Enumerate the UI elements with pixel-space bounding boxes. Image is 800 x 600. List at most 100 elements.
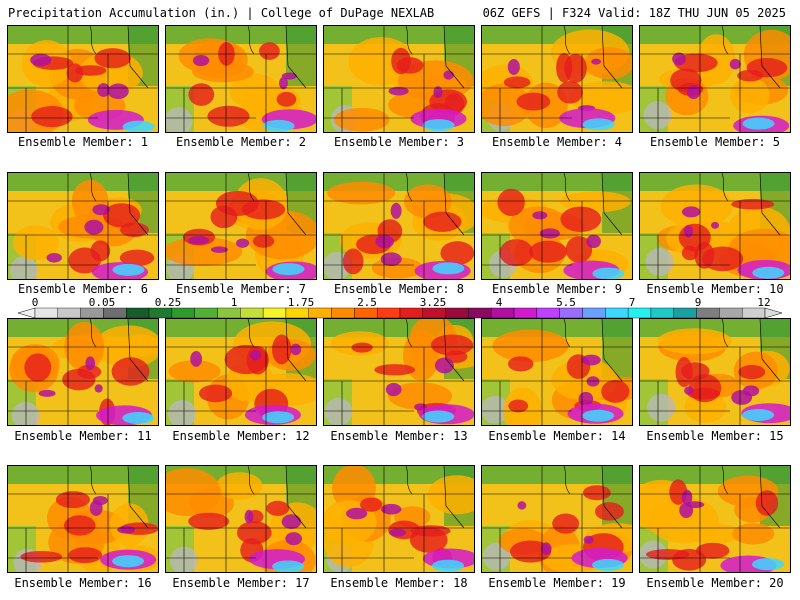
precipitation-field [324, 26, 474, 132]
ensemble-map-18 [323, 465, 475, 573]
scale-swatch [80, 307, 104, 319]
scale-swatch [217, 307, 241, 319]
precipitation-field [8, 173, 158, 279]
scale-tick-label: 1.75 [287, 296, 315, 309]
scale-tick-label: 0.25 [154, 296, 182, 309]
ensemble-map-20 [639, 465, 791, 573]
scale-swatch [491, 307, 515, 319]
scale-swatch [376, 307, 401, 319]
ensemble-member-label: Ensemble Member: 17 [172, 576, 310, 590]
ensemble-member-label: Ensemble Member: 11 [14, 429, 152, 443]
ensemble-map-7 [165, 172, 317, 280]
ensemble-map-6 [7, 172, 159, 280]
precipitation-field [482, 319, 632, 425]
ensemble-map-2 [165, 25, 317, 133]
scale-tick-label: 1 [230, 296, 238, 309]
precipitation-field [482, 26, 632, 132]
ensemble-member-label: Ensemble Member: 20 [646, 576, 784, 590]
scale-tick-label: 7 [628, 296, 636, 309]
precipitation-field [640, 319, 790, 425]
ensemble-member-label: Ensemble Member: 13 [330, 429, 468, 443]
precipitation-field [324, 319, 474, 425]
scale-swatch [308, 307, 332, 319]
precipitation-field [324, 466, 474, 572]
scale-swatch [422, 307, 446, 319]
scale-min-arrow [17, 307, 36, 319]
scale-tick-label: 3.25 [419, 296, 447, 309]
scale-swatch [171, 307, 195, 319]
ensemble-member-label: Ensemble Member: 3 [333, 135, 465, 149]
ensemble-map-1 [7, 25, 159, 133]
precipitation-field [640, 26, 790, 132]
ensemble-member-label: Ensemble Member: 12 [172, 429, 310, 443]
scale-max-arrow [764, 307, 783, 319]
ensemble-map-8 [323, 172, 475, 280]
scale-swatch [399, 307, 424, 319]
ensemble-member-label: Ensemble Member: 9 [491, 282, 623, 296]
scale-swatch [696, 307, 720, 319]
scale-swatch [34, 307, 59, 319]
ensemble-member-label: Ensemble Member: 1 [17, 135, 149, 149]
scale-swatch [240, 307, 264, 319]
scale-swatch [148, 307, 173, 319]
scale-tick-label: 0 [31, 296, 39, 309]
scale-swatch [194, 307, 218, 319]
map-title: Precipitation Accumulation (in.) | Colle… [8, 6, 435, 20]
precipitation-field [640, 173, 790, 279]
scale-swatch [741, 307, 766, 319]
precipitation-field [8, 319, 158, 425]
scale-swatch [103, 307, 127, 319]
ensemble-map-16 [7, 465, 159, 573]
ensemble-map-3 [323, 25, 475, 133]
ensemble-member-label: Ensemble Member: 2 [175, 135, 307, 149]
scale-tick-label: 5.5 [556, 296, 576, 309]
ensemble-member-label: Ensemble Member: 5 [649, 135, 781, 149]
scale-tick-label: 0.05 [88, 296, 116, 309]
scale-swatch [468, 307, 492, 319]
scale-swatch [445, 307, 469, 319]
scale-swatch [673, 307, 697, 319]
scale-swatch [605, 307, 629, 319]
scale-swatch [627, 307, 652, 319]
ensemble-map-14 [481, 318, 633, 426]
ensemble-member-label: Ensemble Member: 18 [330, 576, 468, 590]
scale-swatch [354, 307, 378, 319]
ensemble-map-19 [481, 465, 633, 573]
scale-tick-label: 12 [757, 296, 771, 309]
scale-swatch [650, 307, 674, 319]
precipitation-field [166, 173, 316, 279]
ensemble-map-17 [165, 465, 317, 573]
ensemble-member-label: Ensemble Member: 10 [646, 282, 784, 296]
precipitation-field [8, 26, 158, 132]
precipitation-field [166, 319, 316, 425]
ensemble-map-9 [481, 172, 633, 280]
scale-swatch [513, 307, 538, 319]
precipitation-field [482, 466, 632, 572]
ensemble-member-label: Ensemble Member: 14 [488, 429, 626, 443]
ensemble-member-label: Ensemble Member: 4 [491, 135, 623, 149]
ensemble-member-label: Ensemble Member: 15 [646, 429, 784, 443]
ensemble-member-label: Ensemble Member: 16 [14, 576, 152, 590]
scale-swatch [536, 307, 560, 319]
precipitation-field [8, 466, 158, 572]
scale-swatch [285, 307, 309, 319]
ensemble-map-10 [639, 172, 791, 280]
scale-swatch [262, 307, 287, 319]
scale-swatch [126, 307, 150, 319]
scale-swatch [719, 307, 743, 319]
scale-tick-label: 2.5 [357, 296, 377, 309]
ensemble-member-label: Ensemble Member: 7 [175, 282, 307, 296]
scale-swatch [582, 307, 606, 319]
ensemble-map-4 [481, 25, 633, 133]
precipitation-field [166, 466, 316, 572]
precipitation-field [324, 173, 474, 279]
ensemble-map-12 [165, 318, 317, 426]
scale-tick-label: 4 [495, 296, 503, 309]
ensemble-member-label: Ensemble Member: 19 [488, 576, 626, 590]
ensemble-map-11 [7, 318, 159, 426]
precipitation-field [482, 173, 632, 279]
scale-swatch [559, 307, 583, 319]
precipitation-field [640, 466, 790, 572]
ensemble-member-label: Ensemble Member: 6 [17, 282, 149, 296]
ensemble-map-15 [639, 318, 791, 426]
